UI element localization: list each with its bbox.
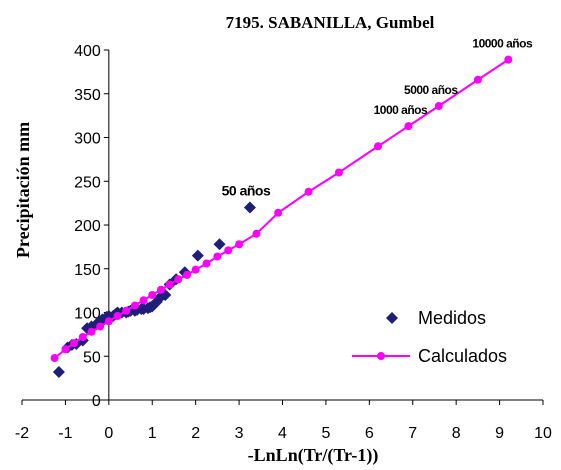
annotation-label: 5000 años bbox=[404, 83, 458, 97]
data-point bbox=[274, 208, 283, 217]
data-point bbox=[174, 275, 183, 284]
chart-title: 7195. SABANILLA, Gumbel bbox=[226, 13, 435, 32]
data-point bbox=[504, 55, 513, 64]
data-point bbox=[202, 259, 211, 268]
x-tick-label: 9 bbox=[495, 425, 504, 442]
y-tick-label: 250 bbox=[74, 174, 101, 191]
x-tick-label: 3 bbox=[235, 425, 244, 442]
x-tick-label: 2 bbox=[191, 425, 200, 442]
data-point bbox=[130, 301, 139, 310]
x-tick-label: 8 bbox=[452, 425, 461, 442]
legend-label-calculados: Calculados bbox=[418, 346, 507, 366]
y-tick-label: 350 bbox=[74, 87, 101, 104]
y-tick-label: 100 bbox=[74, 306, 101, 323]
y-tick-label: 400 bbox=[74, 43, 101, 60]
data-point bbox=[78, 333, 87, 341]
legend-marker-medidos bbox=[386, 312, 398, 324]
data-point bbox=[156, 285, 165, 294]
data-point bbox=[243, 201, 256, 214]
legend: Medidos Calculados bbox=[352, 308, 507, 366]
x-tick-label: 0 bbox=[104, 425, 113, 442]
x-axis-title: -LnLn(Tr/(Tr-1)) bbox=[248, 445, 379, 466]
x-tick-label: 4 bbox=[278, 425, 287, 442]
y-tick-label: 200 bbox=[74, 218, 101, 235]
x-tick-label: -1 bbox=[58, 425, 72, 442]
data-point bbox=[213, 252, 222, 261]
data-point bbox=[434, 102, 443, 110]
series-layer bbox=[50, 55, 513, 378]
data-point bbox=[191, 249, 204, 262]
x-tick-label: 10 bbox=[534, 425, 552, 442]
y-axis-title: Precipitación mm bbox=[13, 122, 33, 258]
y-tick-label: 150 bbox=[74, 262, 101, 279]
data-point bbox=[252, 229, 261, 238]
legend-label-medidos: Medidos bbox=[418, 308, 486, 328]
data-point bbox=[165, 280, 174, 289]
data-point bbox=[52, 366, 65, 378]
data-point bbox=[61, 345, 70, 354]
axes: 0 50 100 150 200 250 300 350 400 -2 -1 0 1 2 3 4 5 6 7 8 9 10 bbox=[15, 43, 552, 442]
y-tick-label: 300 bbox=[74, 131, 101, 148]
data-point bbox=[139, 296, 148, 305]
data-point bbox=[122, 306, 131, 315]
data-point bbox=[334, 168, 343, 177]
annotation-label: 1000 años bbox=[374, 103, 428, 117]
x-tick-label: 5 bbox=[321, 425, 330, 442]
data-point bbox=[191, 265, 200, 274]
data-point bbox=[182, 270, 191, 279]
data-point bbox=[148, 291, 157, 299]
legend-marker-calculados bbox=[377, 352, 385, 360]
data-point bbox=[304, 187, 313, 196]
data-point bbox=[113, 312, 122, 320]
data-point bbox=[235, 240, 244, 249]
data-point bbox=[70, 339, 79, 348]
x-tick-label: 1 bbox=[148, 425, 157, 442]
data-point bbox=[104, 317, 113, 326]
data-point bbox=[87, 327, 96, 336]
data-point bbox=[404, 122, 413, 131]
data-point bbox=[96, 322, 105, 331]
data-point bbox=[473, 75, 482, 84]
data-point bbox=[50, 354, 59, 362]
x-tick-label: 7 bbox=[408, 425, 417, 442]
y-tick-label: 0 bbox=[92, 393, 101, 410]
data-point bbox=[213, 238, 226, 251]
annotations: 50 años 1000 años 5000 años 10000 años bbox=[222, 37, 534, 199]
x-tick-label: -2 bbox=[15, 425, 29, 442]
data-point bbox=[224, 246, 233, 255]
series-calculados bbox=[50, 55, 513, 362]
y-tick-label: 50 bbox=[83, 349, 101, 366]
x-tick-label: 6 bbox=[365, 425, 374, 442]
annotation-label: 10000 años bbox=[472, 37, 533, 51]
annotation-label: 50 años bbox=[222, 183, 271, 199]
data-point bbox=[374, 142, 383, 151]
